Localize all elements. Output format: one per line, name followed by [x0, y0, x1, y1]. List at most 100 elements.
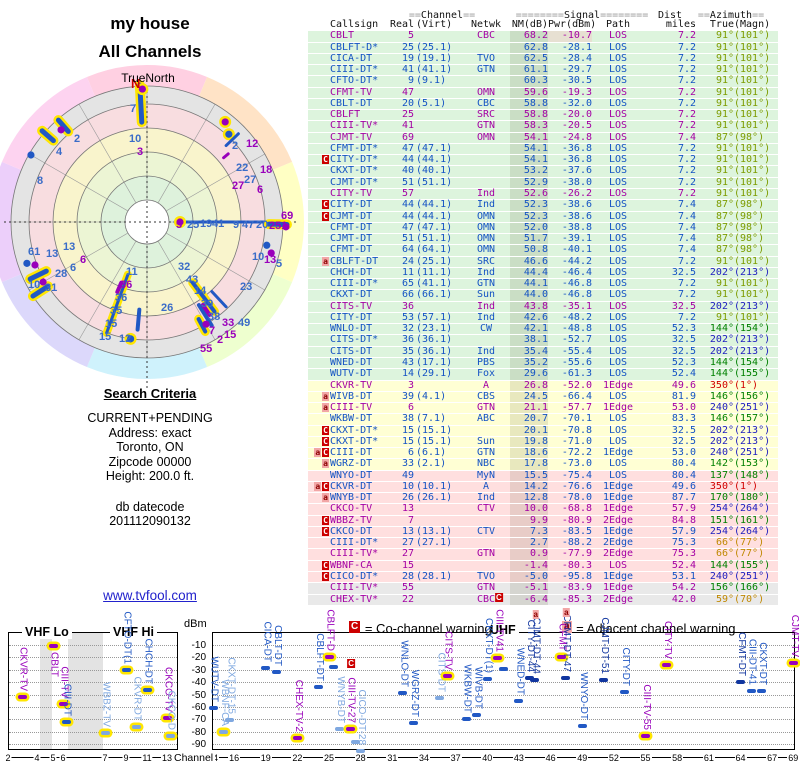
- noise-margin: 51.7: [510, 233, 548, 245]
- channel-tick: 13: [160, 753, 174, 763]
- table-row: C WBBZ-TV 7 9.9 -80.9 2Edge 84.8 151° (161°): [308, 514, 778, 527]
- tvfool-link[interactable]: www.tvfool.com: [103, 588, 197, 603]
- path: LOS: [608, 244, 628, 256]
- dbm-tick-label: -80: [191, 726, 206, 738]
- station-bar-marker: [196, 317, 208, 334]
- signal-label: CJMT-TV: [788, 615, 800, 658]
- channel-tick: 31: [386, 753, 399, 763]
- power: -37.6: [561, 165, 592, 177]
- distance-miles: 7.4: [677, 221, 696, 233]
- azimuth-true: 91°: [715, 120, 734, 132]
- gridline: [213, 682, 794, 684]
- table-row: WKBW-DT 38 (7.1) ABC 20.7 -70.1 LOS 83.3 146° (15…: [308, 413, 778, 426]
- radar-channel-label: 31: [45, 282, 57, 294]
- callsign: CIII-TV*: [330, 120, 379, 132]
- network: OMN: [476, 210, 496, 222]
- callsign: WNLO-DT: [330, 323, 373, 335]
- network: Ind: [476, 199, 496, 211]
- warning-badges: [308, 43, 330, 53]
- station-dot-marker: [23, 259, 31, 267]
- callsign: CITS-TV: [330, 300, 373, 312]
- network: CBC: [476, 593, 496, 605]
- azimuth-magnetic: (264°): [734, 503, 771, 515]
- radar-channel-label: 20: [256, 219, 268, 231]
- radar-channel-label: 22: [236, 162, 248, 174]
- table-row: CIII-TV* 55 GTN -5.1 -83.9 1Edge 54.2 156° (166°…: [308, 582, 778, 595]
- channel-tick: 37: [449, 753, 462, 763]
- channel-tick: 5: [49, 753, 57, 763]
- azimuth-true: 87°: [715, 244, 734, 256]
- channel-tick: 2: [4, 753, 12, 763]
- noise-margin: 38.1: [510, 335, 548, 346]
- real-channel: 64: [401, 244, 414, 256]
- search-criteria-line: Zipcode 00000: [108, 454, 192, 469]
- col-header: Pwr(dBm): [548, 19, 597, 30]
- signal-label: WGRZ-DT: [408, 669, 420, 717]
- virtual-channel: (9.1): [416, 75, 447, 87]
- distance-miles: 7.4: [677, 244, 696, 256]
- power: -70.8: [561, 424, 592, 436]
- network: GTN: [476, 447, 496, 459]
- power: -35.1: [561, 300, 592, 312]
- table-row: CJMT-DT 51 (51.1) OMN 51.7 -39.1 LOS 7.4 87° (98°…: [308, 233, 778, 246]
- signal-marker: [498, 667, 508, 672]
- warning-badges: [308, 471, 330, 481]
- warning-badges: C: [308, 211, 330, 222]
- virtual-channel: (27.1): [416, 537, 453, 549]
- radar-channel-label: 39: [201, 298, 213, 310]
- callsign: WNED-DT: [330, 356, 373, 368]
- path: 2Edge: [602, 593, 634, 605]
- adjacent-warning-badge: a: [322, 493, 329, 503]
- radar-channel-label: 10: [129, 133, 141, 145]
- power: -48.2: [561, 311, 592, 323]
- station-bar-marker: [196, 303, 214, 328]
- noise-margin: 52.3: [510, 199, 548, 211]
- real-channel: 51: [401, 176, 414, 188]
- channel-axis-label: Channel: [172, 752, 216, 764]
- virtual-channel: (17.1): [416, 356, 453, 368]
- network: GTN: [476, 582, 496, 594]
- power: -95.8: [561, 571, 592, 583]
- azimuth-magnetic: (101°): [734, 311, 771, 323]
- virtual-channel: (44.1): [416, 210, 453, 222]
- path: LOS: [608, 300, 628, 312]
- network: CBC: [476, 30, 496, 42]
- table-row: CIII-DT* 27 (27.1) 2.7 -88.2 2Edge 75.3 66° (77°…: [308, 537, 778, 550]
- table-row: CIII-DT* 65 (41.1) GTN 44.1 -46.8 LOS 7.2 91° (10…: [308, 278, 778, 291]
- radar-channel-label: 43: [186, 274, 198, 286]
- warning-badges: [308, 88, 330, 98]
- noise-margin: 29.6: [510, 368, 548, 380]
- signal-label: CFTO-DT(1: [121, 611, 133, 665]
- noise-margin: 54.1: [510, 132, 548, 143]
- radar-subtitle: All Channels: [98, 42, 202, 61]
- table-row: CBLT-DT 20 (5.1) CBC 58.8 -32.0 LOS 7.2 91° (101°…: [308, 98, 778, 111]
- power: -30.5: [561, 75, 592, 87]
- signal-label: CKVR-DT: [131, 676, 143, 722]
- radar-spoke: [157, 104, 216, 204]
- search-criteria-heading: Search Criteria: [103, 386, 197, 401]
- power: -55.6: [561, 356, 592, 368]
- station-bar-marker: [27, 268, 49, 282]
- path: LOS: [608, 345, 628, 357]
- table-row: a CBLFT-DT 24 (25.1) SRC 46.6 -44.2 LOS 7.2 91° (1…: [308, 256, 778, 268]
- noise-margin: 20.1: [510, 425, 548, 436]
- station-bar-marker: [30, 283, 51, 299]
- azimuth-magnetic: (155°): [734, 368, 771, 380]
- power: -36.8: [561, 154, 592, 166]
- distance-miles: 7.2: [677, 120, 696, 132]
- azimuth-true: 350°: [709, 379, 734, 391]
- azimuth-magnetic: (161°): [734, 514, 771, 526]
- radar-sector-wedge: [86, 347, 208, 379]
- warning-badges: C: [308, 200, 330, 210]
- real-channel: 3: [407, 379, 414, 391]
- distance-miles: 32.5: [671, 334, 696, 346]
- gridline: [9, 682, 177, 684]
- real-channel: 41: [401, 120, 414, 132]
- azimuth-true: 66°: [715, 548, 734, 560]
- adjacent-warning-badge: a: [322, 391, 329, 401]
- warning-badges: C: [308, 515, 330, 526]
- network: [462, 76, 510, 86]
- real-channel: 49: [401, 469, 414, 481]
- network: ABC: [476, 413, 496, 425]
- signal-marker: [746, 688, 756, 693]
